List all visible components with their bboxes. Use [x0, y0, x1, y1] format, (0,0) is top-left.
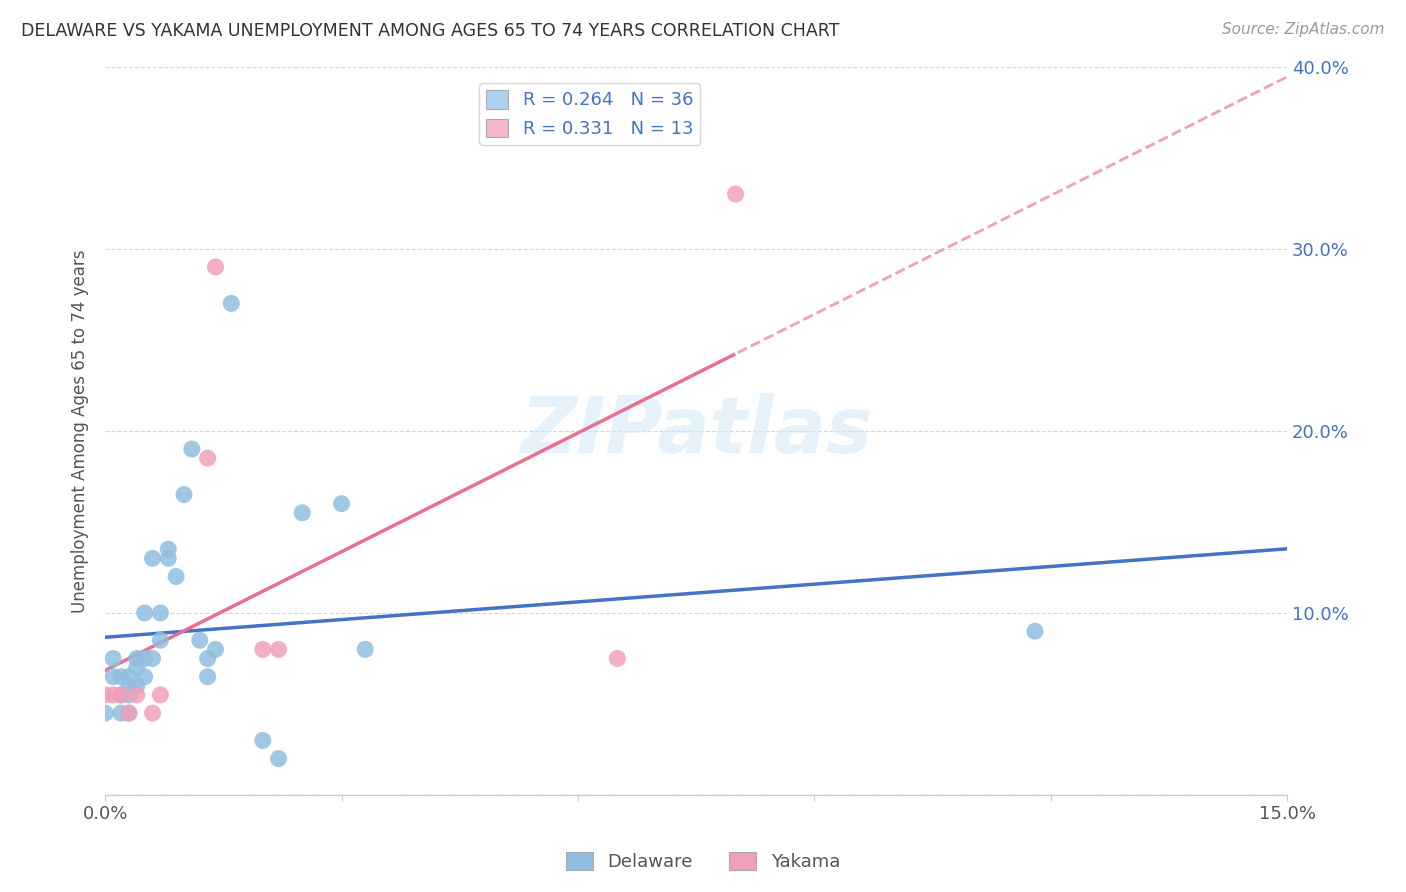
Point — [118, 670, 141, 684]
Point — [125, 688, 148, 702]
Point — [252, 733, 274, 747]
Point — [219, 296, 242, 310]
Point — [204, 642, 226, 657]
Point — [197, 670, 219, 684]
Point — [118, 706, 141, 720]
Point — [165, 569, 187, 583]
Point — [180, 442, 202, 456]
Y-axis label: Unemployment Among Ages 65 to 74 years: Unemployment Among Ages 65 to 74 years — [72, 249, 89, 613]
Point — [110, 670, 132, 684]
Point — [125, 651, 148, 665]
Point — [110, 688, 132, 702]
Point — [118, 688, 141, 702]
Point — [267, 642, 290, 657]
Point — [141, 551, 163, 566]
Point — [157, 542, 180, 557]
Text: ZIPatlas: ZIPatlas — [520, 392, 872, 469]
Text: Source: ZipAtlas.com: Source: ZipAtlas.com — [1222, 22, 1385, 37]
Point — [134, 606, 156, 620]
Point — [606, 651, 628, 665]
Point — [134, 670, 156, 684]
Point — [94, 688, 117, 702]
Point — [149, 606, 172, 620]
Point — [118, 706, 141, 720]
Point — [204, 260, 226, 274]
Point — [134, 651, 156, 665]
Legend: R = 0.264   N = 36, R = 0.331   N = 13: R = 0.264 N = 36, R = 0.331 N = 13 — [479, 83, 700, 145]
Point — [157, 551, 180, 566]
Point — [291, 506, 314, 520]
Point — [197, 451, 219, 466]
Point — [149, 633, 172, 648]
Point — [141, 706, 163, 720]
Point — [141, 651, 163, 665]
Point — [101, 670, 124, 684]
Point — [354, 642, 377, 657]
Point — [149, 688, 172, 702]
Point — [197, 651, 219, 665]
Legend: Delaware, Yakama: Delaware, Yakama — [558, 845, 848, 879]
Text: DELAWARE VS YAKAMA UNEMPLOYMENT AMONG AGES 65 TO 74 YEARS CORRELATION CHART: DELAWARE VS YAKAMA UNEMPLOYMENT AMONG AG… — [21, 22, 839, 40]
Point — [118, 679, 141, 693]
Point — [110, 706, 132, 720]
Point — [101, 688, 124, 702]
Point — [173, 487, 195, 501]
Point — [125, 679, 148, 693]
Point — [125, 660, 148, 674]
Point — [110, 688, 132, 702]
Point — [252, 642, 274, 657]
Point — [267, 751, 290, 765]
Point — [94, 706, 117, 720]
Point — [188, 633, 211, 648]
Point — [1024, 624, 1046, 639]
Point — [724, 187, 747, 202]
Point — [101, 651, 124, 665]
Point — [330, 497, 353, 511]
